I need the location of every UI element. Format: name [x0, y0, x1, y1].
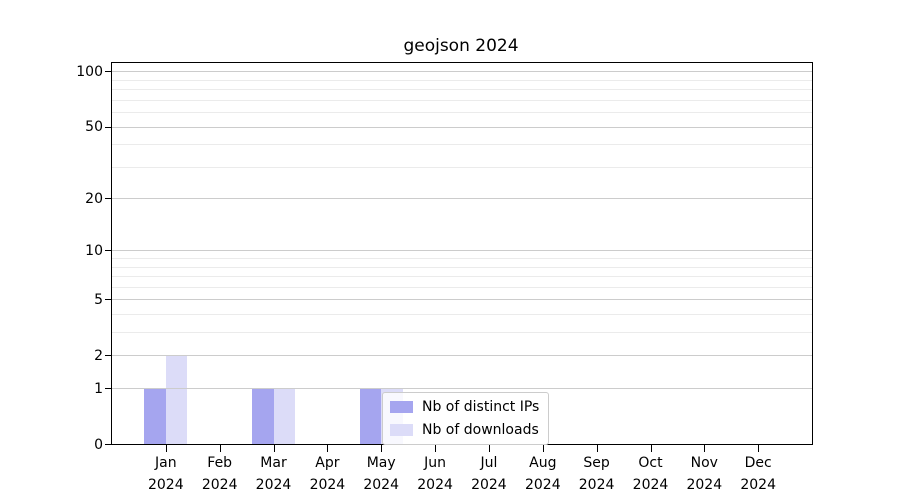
y-minor-gridline	[112, 79, 812, 81]
x-axis-tick-label: May 2024	[363, 455, 399, 493]
x-axis-tick	[542, 445, 544, 452]
y-axis-tick	[105, 299, 111, 301]
y-axis-tick-label: 100	[76, 63, 103, 80]
legend-swatch-distinct-ips	[390, 401, 413, 413]
y-major-gridline	[112, 126, 812, 128]
x-axis-tick-label: Mar 2024	[255, 455, 292, 493]
y-major-gridline	[112, 388, 812, 389]
y-axis-tick-label: 2	[94, 347, 103, 364]
x-axis-tick-label: Sep 2024	[578, 455, 615, 493]
bar-downloads	[273, 388, 295, 444]
y-minor-gridline	[112, 276, 812, 278]
x-axis-tick	[596, 445, 598, 452]
y-axis-tick-label: 1	[94, 380, 103, 397]
y-axis-tick	[105, 388, 111, 389]
x-axis-tick	[165, 445, 167, 452]
bar-distinct-ips	[252, 388, 274, 444]
y-axis-tick	[105, 250, 111, 252]
y-major-gridline	[112, 299, 812, 301]
x-axis-tick	[327, 445, 329, 452]
x-axis-tick-label: Aug 2024	[524, 455, 561, 493]
y-axis-tick-label: 10	[85, 242, 103, 259]
legend-item-distinct-ips: Nb of distinct IPs	[390, 399, 539, 415]
legend: Nb of distinct IPs Nb of downloads	[382, 392, 550, 445]
y-axis-tick	[105, 198, 111, 200]
legend-swatch-downloads	[390, 424, 413, 436]
plot-area: Nb of distinct IPs Nb of downloads 0 1 2 5 1…	[76, 62, 813, 493]
x-axis-tick-label: Jun 2024	[417, 455, 453, 493]
x-axis-tick-label: Oct 2024	[632, 455, 669, 493]
x-axis-tick	[435, 445, 437, 452]
y-minor-gridline	[112, 286, 812, 288]
x-axis-tick	[273, 445, 275, 452]
y-major-gridline	[112, 250, 812, 252]
y-minor-gridline	[112, 89, 812, 91]
x-axis-tick	[219, 445, 221, 452]
y-minor-gridline	[112, 314, 812, 315]
y-minor-gridline	[112, 258, 812, 260]
x-axis-tick	[381, 445, 383, 452]
x-axis-tick	[650, 445, 652, 452]
y-axis-tick	[105, 444, 111, 445]
x-axis-tick-label: Nov 2024	[686, 455, 723, 493]
x-axis-tick-label: Apr 2024	[309, 455, 346, 493]
x-axis-tick	[704, 445, 706, 452]
x-axis-tick-label: Jan 2024	[147, 455, 184, 493]
x-axis-tick-label: Jul 2024	[471, 455, 507, 493]
y-axis-tick-label: 50	[85, 119, 103, 135]
y-axis-tick	[105, 355, 111, 357]
chart-title: geojson 2024	[403, 36, 519, 56]
legend-label-distinct-ips: Nb of distinct IPs	[422, 399, 540, 415]
y-minor-gridline	[112, 99, 812, 101]
y-axis-tick-label: 5	[94, 291, 103, 308]
y-minor-gridline	[112, 166, 812, 168]
legend-label-downloads: Nb of downloads	[422, 422, 539, 438]
x-axis-tick-label: Feb 2024	[201, 455, 238, 493]
y-minor-gridline	[112, 332, 812, 334]
y-axis-tick	[105, 71, 111, 73]
x-axis-tick-label: Dec 2024	[740, 455, 776, 493]
bar-distinct-ips	[359, 388, 382, 444]
y-minor-gridline	[112, 266, 812, 268]
y-major-gridline	[112, 71, 812, 73]
y-minor-gridline	[112, 144, 812, 146]
bar-downloads	[165, 355, 188, 444]
y-major-gridline	[112, 355, 812, 357]
x-axis-tick	[758, 445, 760, 452]
y-minor-gridline	[112, 112, 812, 114]
y-axis-tick-label: 20	[85, 190, 103, 207]
y-major-gridline	[112, 198, 812, 200]
x-axis-tick	[488, 445, 490, 452]
y-axis-tick	[105, 126, 111, 128]
y-axis-tick-label: 0	[94, 436, 103, 453]
legend-item-downloads: Nb of downloads	[390, 422, 539, 438]
bar-distinct-ips	[144, 388, 166, 444]
